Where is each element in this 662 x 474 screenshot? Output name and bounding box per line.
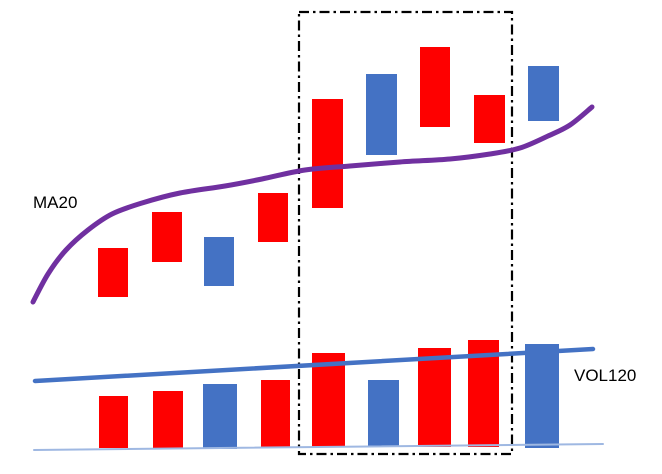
volume-bars-group	[99, 340, 559, 449]
candle-bar-red	[258, 193, 288, 242]
candle-bar-blue	[204, 237, 234, 286]
volume-baseline	[33, 443, 604, 451]
volume-bar-red	[261, 380, 290, 448]
candle-bar-red	[474, 95, 505, 143]
candle-bar-red	[312, 99, 343, 208]
volume-bar-red	[99, 396, 128, 448]
candle-bar-red	[420, 47, 450, 127]
volume-bar-red	[153, 391, 183, 448]
candle-bar-blue	[366, 74, 397, 155]
ma20-label: MA20	[33, 193, 77, 212]
ma20-curve	[30, 104, 595, 305]
candle-bar-blue	[528, 66, 559, 121]
highlight-box	[297, 10, 514, 456]
volume-bar-blue	[203, 384, 237, 449]
volume-bar-red	[312, 353, 345, 447]
candle-bar-red	[98, 248, 128, 297]
vol120-trendline	[32, 346, 596, 384]
vol120-label: VOL120	[574, 366, 636, 385]
volume-bar-blue	[368, 380, 399, 447]
candle-bar-red	[152, 212, 182, 262]
volume-bar-red	[418, 348, 451, 447]
candlestick-bars-group	[98, 47, 559, 297]
volume-bar-blue	[525, 344, 559, 448]
